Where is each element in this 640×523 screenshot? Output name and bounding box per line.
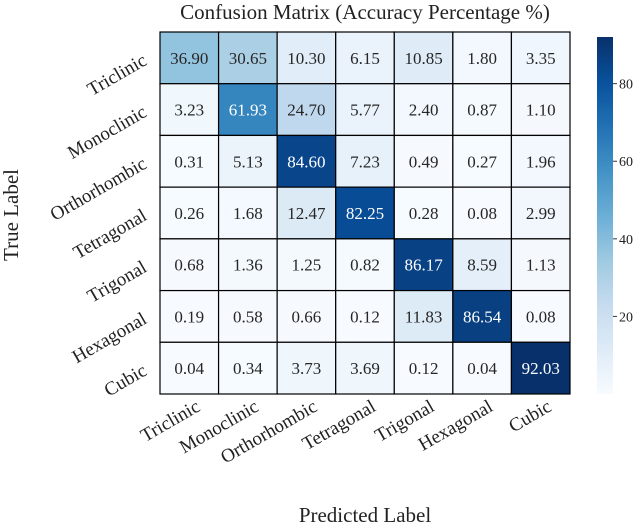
cell-value-label: 0.34 [233, 359, 263, 378]
cell-value-label: 2.40 [409, 101, 439, 120]
heatmap-cell [393, 134, 454, 188]
heatmap-cell [217, 31, 278, 85]
y-tick-labels: TriclinicMonoclinicOrthorhombicTetragona… [47, 50, 151, 401]
heatmap-cell [217, 186, 278, 240]
heatmap-cell [159, 238, 220, 292]
y-tick-label: Triclinic [84, 50, 151, 101]
heatmap-cell [159, 83, 220, 137]
heatmap-cell [393, 83, 454, 137]
cell-value-label: 10.30 [287, 49, 325, 68]
cell-value-label: 12.47 [287, 204, 326, 223]
colorbar-tick-label: 40 [619, 233, 633, 248]
cell-value-label: 0.27 [467, 152, 497, 171]
cell-value-label: 7.23 [350, 152, 380, 171]
cell-value-label: 82.25 [346, 204, 384, 223]
heatmap-cell [510, 186, 571, 240]
cell-value-label: 61.93 [229, 101, 267, 120]
heatmap-cell [452, 186, 513, 240]
heatmap-cell [276, 134, 337, 188]
heatmap-cell [217, 134, 278, 188]
cell-value-label: 8.59 [467, 256, 497, 275]
x-tick-label: Cubic [505, 396, 555, 437]
heatmap-cell [510, 83, 571, 137]
cell-value-label: 0.26 [174, 204, 204, 223]
cell-value-label: 92.03 [522, 359, 560, 378]
cell-value-label: 0.08 [467, 204, 497, 223]
cell-value-label: 0.04 [174, 359, 204, 378]
cell-value-label: 1.25 [292, 256, 322, 275]
cell-value-label: 0.58 [233, 307, 263, 326]
heatmap-cell [159, 186, 220, 240]
cell-value-label: 0.28 [409, 204, 439, 223]
cell-value-label: 6.15 [350, 49, 380, 68]
heatmap-cell [510, 289, 571, 343]
heatmap-cell [510, 134, 571, 188]
cell-value-label: 0.49 [409, 152, 439, 171]
cell-value-label: 86.17 [404, 256, 443, 275]
cell-value-label: 3.23 [174, 101, 204, 120]
x-axis-label: Predicted Label [299, 503, 432, 523]
cell-value-label: 86.54 [463, 307, 502, 326]
cell-value-label: 0.12 [409, 359, 439, 378]
cell-value-label: 30.65 [229, 49, 267, 68]
cell-value-label: 3.69 [350, 359, 380, 378]
heatmap-cell [159, 341, 220, 395]
heatmap-cell [393, 341, 454, 395]
colorbar: 20 40 60 80 [597, 37, 633, 394]
cell-value-label: 1.68 [233, 204, 263, 223]
cell-value-label: 0.82 [350, 256, 380, 275]
cell-value-label: 10.85 [404, 49, 442, 68]
heatmap-cell [276, 341, 337, 395]
cell-value-label: 1.13 [526, 256, 556, 275]
colorbar-tick-label: 20 [619, 310, 633, 325]
heatmap-cell [452, 31, 513, 85]
heatmap-cell [276, 238, 337, 292]
cell-value-label: 36.90 [170, 49, 208, 68]
cell-value-label: 5.77 [350, 101, 380, 120]
cell-value-label: 5.13 [233, 152, 263, 171]
cell-value-label: 0.04 [467, 359, 497, 378]
heatmap-cell [510, 341, 571, 395]
cell-value-label: 0.12 [350, 307, 380, 326]
colorbar-tick-label: 60 [619, 155, 633, 170]
heatmap-cell [452, 134, 513, 188]
y-axis-label: True Label [0, 169, 23, 261]
cell-value-label: 84.60 [287, 152, 325, 171]
cell-value-label: 2.99 [526, 204, 556, 223]
cell-value-label: 0.08 [526, 307, 556, 326]
cell-value-label: 1.10 [526, 101, 556, 120]
cell-value-label: 0.19 [174, 307, 204, 326]
x-tick-labels: TriclinicMonoclinicOrthorhombicTetragona… [137, 396, 555, 468]
cell-value-label: 3.35 [526, 49, 556, 68]
heatmap-cell [159, 289, 220, 343]
y-tick-label: Hexagonal [69, 309, 151, 368]
heatmap-cell [393, 289, 454, 343]
y-tick-label: Cubic [101, 360, 151, 401]
heatmap-cell [335, 341, 395, 395]
cell-value-label: 0.87 [467, 101, 497, 120]
cell-value-label: 0.68 [174, 256, 204, 275]
cell-value-label: 11.83 [405, 307, 443, 326]
y-tick-label: Trigonal [84, 257, 151, 308]
heatmap-cell [452, 341, 513, 395]
cell-value-label: 1.80 [467, 49, 497, 68]
cell-value-label: 1.36 [233, 256, 263, 275]
cell-value-label: 0.66 [292, 307, 322, 326]
heatmap-cell [217, 289, 278, 343]
colorbar-gradient [597, 37, 613, 394]
heatmap-cell [276, 83, 337, 137]
y-tick-label: Tetragonal [70, 205, 151, 264]
heatmap-grid: 36.90 30.65 10.30 6.15 10.85 1.80 3.35 3.23 61.9… [159, 31, 571, 395]
colorbar-tick-label: 80 [619, 78, 633, 93]
cell-value-label: 0.31 [174, 152, 204, 171]
heatmap-cell [159, 31, 220, 85]
cell-value-label: 24.70 [287, 101, 325, 120]
cell-value-label: 1.96 [526, 152, 556, 171]
heatmap-cell [335, 289, 395, 343]
heatmap-cell [335, 134, 395, 188]
cell-value-label: 3.73 [292, 359, 322, 378]
chart-title: Confusion Matrix (Accuracy Percentage %) [180, 0, 550, 24]
